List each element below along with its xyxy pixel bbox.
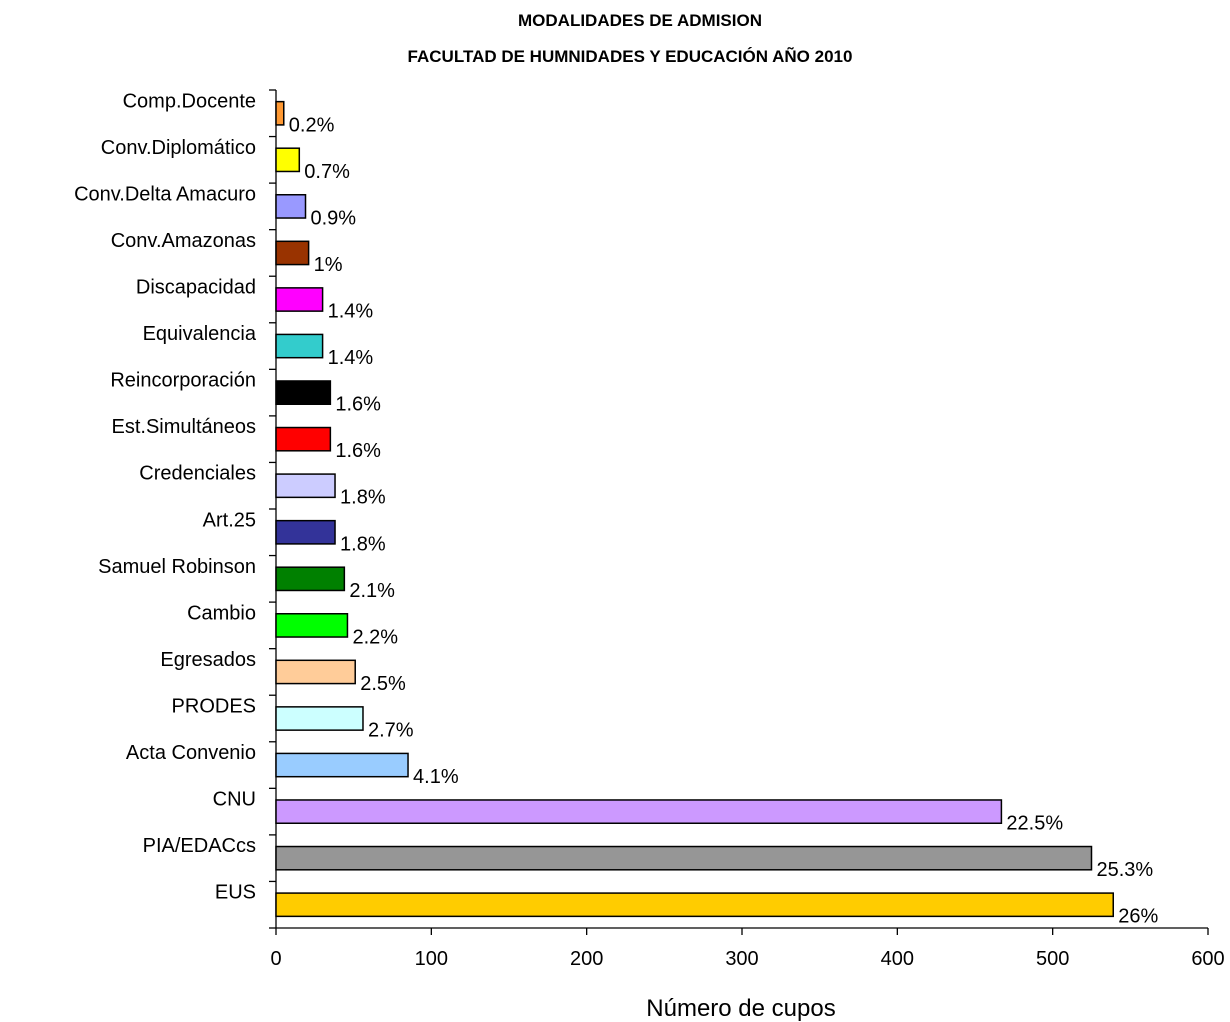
x-tick-label: 300 xyxy=(725,948,758,970)
category-label: Conv.Diplomático xyxy=(101,137,256,159)
data-label: 0.7% xyxy=(304,161,350,183)
data-label: 2.7% xyxy=(368,720,414,742)
category-label: Comp.Docente xyxy=(123,90,256,112)
x-tick-label: 0 xyxy=(270,948,281,970)
category-label: Discapacidad xyxy=(136,277,256,299)
bar xyxy=(275,799,1003,825)
x-axis-title: Número de cupos xyxy=(646,995,835,1022)
category-label: EUS xyxy=(215,882,256,904)
data-label: 22.5% xyxy=(1006,813,1063,835)
category-label: PIA/EDACcs xyxy=(143,835,256,857)
bar xyxy=(275,659,356,685)
bar xyxy=(275,752,409,778)
bar xyxy=(275,426,332,452)
plot-area: 0 100 200 300 400 500 600 EUS 26% PIA/EDACcs 25.3%… xyxy=(74,89,1225,970)
data-label: 0.2% xyxy=(289,114,335,136)
category-label: Samuel Robinson xyxy=(98,556,256,578)
x-tick-label: 100 xyxy=(415,948,448,970)
bar xyxy=(275,706,364,731)
category-label: Acta Convenio xyxy=(126,742,256,764)
data-label: 1.4% xyxy=(328,301,374,323)
bar xyxy=(275,194,307,219)
data-label: 2.5% xyxy=(360,673,406,695)
category-label: Cambio xyxy=(187,602,256,624)
bar xyxy=(275,473,336,499)
data-label: 1.8% xyxy=(340,487,386,509)
x-tick-label: 400 xyxy=(881,948,914,970)
bar xyxy=(275,240,310,266)
data-label: 4.1% xyxy=(413,766,459,788)
bar xyxy=(275,566,346,592)
bar xyxy=(275,519,336,545)
data-label: 1.4% xyxy=(328,347,374,369)
chart-title-line-2: FACULTAD DE HUMNIDADES Y EDUCACIÓN AÑO 2… xyxy=(408,46,853,66)
bar xyxy=(275,333,324,359)
chart-title-line-1: MODALIDADES DE ADMISION xyxy=(518,11,762,30)
category-label: CNU xyxy=(213,789,256,811)
data-label: 1.6% xyxy=(335,440,381,462)
bar xyxy=(275,892,1114,918)
data-label: 25.3% xyxy=(1097,859,1154,881)
category-label: Est.Simultáneos xyxy=(111,416,256,438)
bar xyxy=(275,845,1093,871)
category-label: Equivalencia xyxy=(143,323,257,345)
data-label: 1.6% xyxy=(335,394,381,416)
x-tick-label: 600 xyxy=(1191,948,1224,970)
category-label: Conv.Amazonas xyxy=(111,230,256,252)
category-label: Egresados xyxy=(160,649,256,671)
category-label: Credenciales xyxy=(139,463,256,485)
bar xyxy=(275,613,349,638)
data-label: 26% xyxy=(1118,906,1158,928)
data-label: 0.9% xyxy=(311,207,357,229)
data-label: 1% xyxy=(314,254,343,276)
x-tick-label: 200 xyxy=(570,948,603,970)
x-tick-label: 500 xyxy=(1036,948,1069,970)
bar xyxy=(275,380,332,406)
data-label: 1.8% xyxy=(340,533,386,555)
data-label: 2.2% xyxy=(352,626,398,648)
bar xyxy=(275,100,285,126)
data-label: 2.1% xyxy=(349,580,395,602)
category-label: Reincorporación xyxy=(110,370,256,392)
category-label: PRODES xyxy=(172,696,256,718)
bar xyxy=(275,287,324,312)
category-label: Art.25 xyxy=(203,509,256,531)
bar xyxy=(275,147,301,173)
category-label: Conv.Delta Amacuro xyxy=(74,183,256,205)
